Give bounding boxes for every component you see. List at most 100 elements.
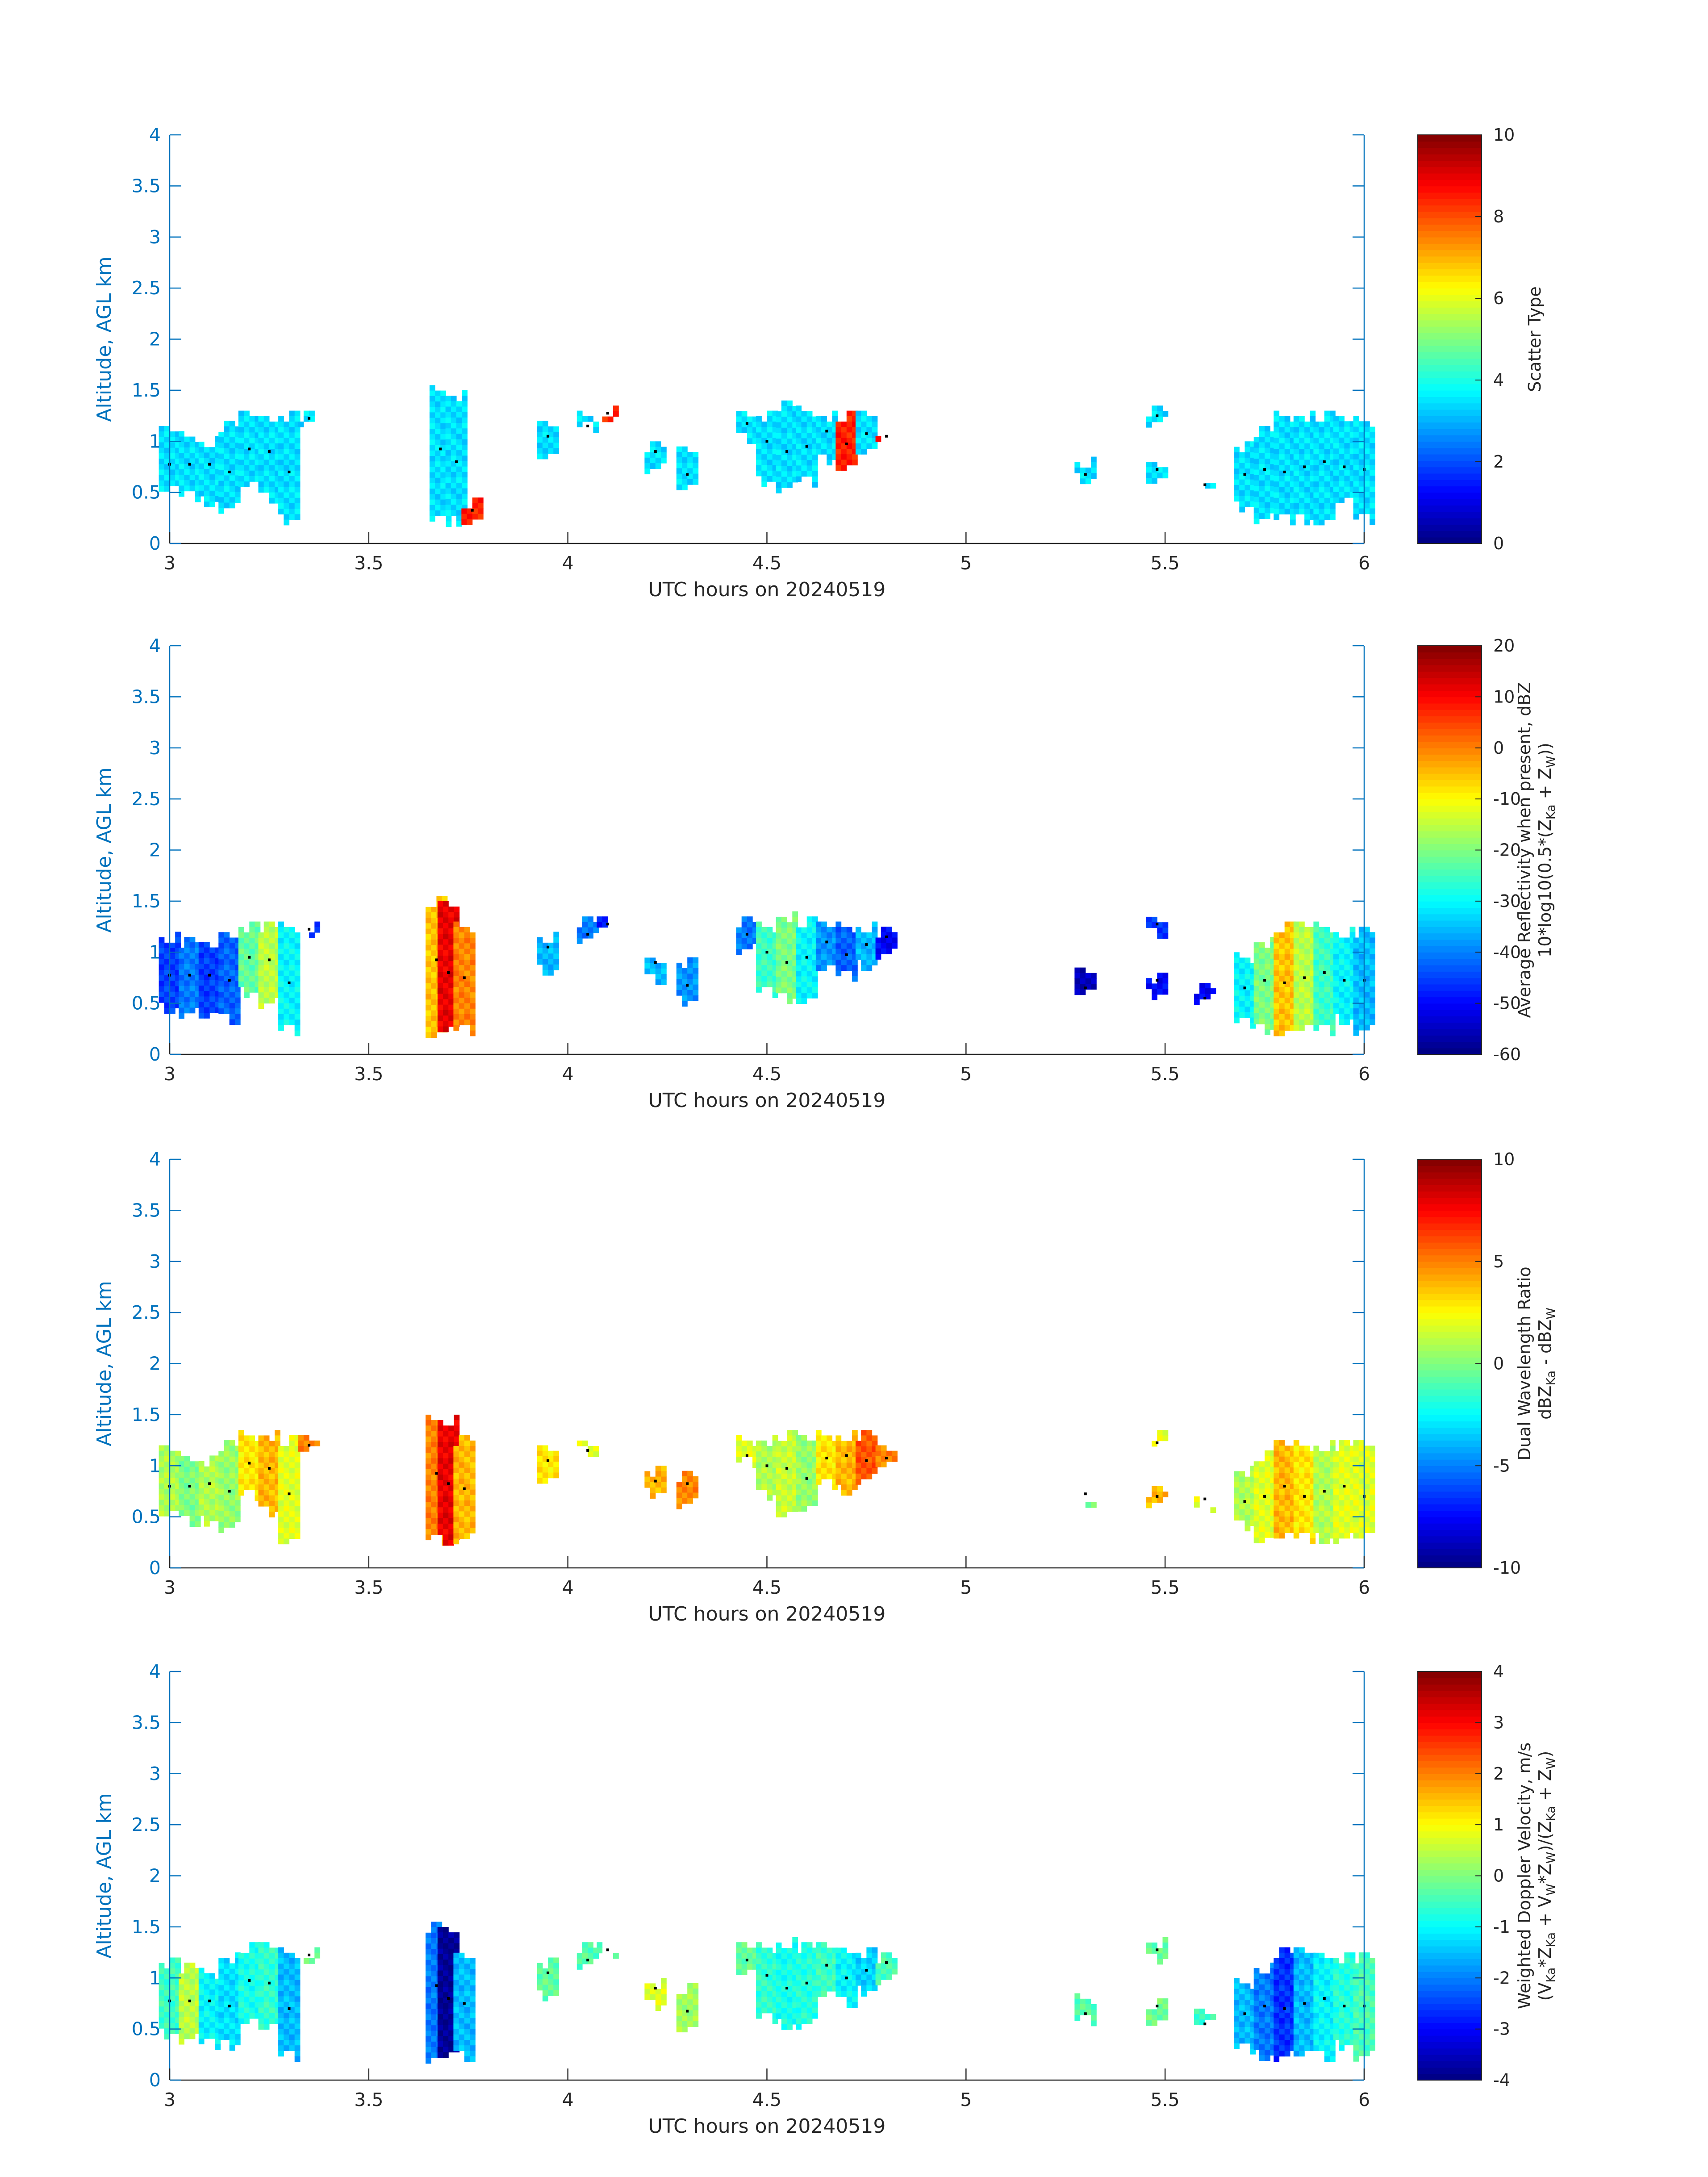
data-cell <box>827 427 833 433</box>
data-cell <box>796 1473 802 1479</box>
data-cell <box>1157 1430 1163 1436</box>
data-cell <box>1253 497 1260 503</box>
data-cell <box>451 401 457 407</box>
data-cell <box>1293 416 1299 422</box>
data-cell <box>1319 503 1325 509</box>
data-cell <box>229 997 235 1003</box>
data-cell <box>1333 1516 1339 1522</box>
data-cell <box>238 960 244 965</box>
data-cell <box>1344 1008 1350 1014</box>
colorbar-segment <box>1418 856 1482 863</box>
data-cell <box>443 961 449 967</box>
marker-dot <box>435 1472 438 1475</box>
y-tick-label: 1.5 <box>132 380 161 401</box>
data-cell <box>453 1479 459 1484</box>
data-cell <box>1274 481 1280 487</box>
data-cell <box>289 438 295 444</box>
data-cell <box>1353 1511 1359 1517</box>
x-tick-label: 5.5 <box>1151 1063 1180 1085</box>
data-cell <box>229 981 235 987</box>
data-cell <box>767 1467 773 1474</box>
data-cell <box>294 938 301 944</box>
data-cell <box>289 427 295 433</box>
marker-dot <box>1283 981 1286 984</box>
data-cell <box>204 964 210 969</box>
data-cell <box>431 923 437 929</box>
data-cell <box>776 944 782 950</box>
data-cell <box>1146 1502 1152 1508</box>
data-cell <box>781 1446 787 1452</box>
data-cell <box>470 932 476 938</box>
colorbar-segment <box>1418 741 1482 748</box>
data-cell <box>1319 976 1325 982</box>
data-cell <box>238 970 244 977</box>
data-cell <box>736 938 742 944</box>
data-cell <box>676 446 682 452</box>
data-cell <box>801 998 807 1004</box>
data-cell <box>1364 970 1370 976</box>
y-tick-label: 0 <box>149 1557 161 1579</box>
data-cell <box>1304 492 1310 498</box>
data-cell <box>218 1003 225 1009</box>
data-cell <box>1364 1446 1370 1452</box>
data-cell <box>294 487 301 493</box>
data-cell <box>1265 1526 1270 1533</box>
data-cell <box>431 999 437 1005</box>
data-cell <box>806 960 813 966</box>
data-cell <box>189 1499 196 1505</box>
data-cell <box>464 1014 470 1020</box>
data-cell <box>294 932 301 938</box>
data-cell <box>451 488 457 494</box>
data-cell <box>289 443 295 449</box>
marker-dot <box>686 1482 689 1485</box>
data-cell <box>1313 1446 1320 1452</box>
data-cell <box>796 944 802 949</box>
data-cell <box>1284 1522 1290 1528</box>
data-cell <box>234 1495 241 1500</box>
data-cell <box>435 461 441 467</box>
data-cell <box>767 965 773 971</box>
data-cell <box>1344 486 1350 493</box>
data-cell <box>1344 997 1350 1003</box>
data-cell <box>184 436 190 443</box>
data-cell <box>1319 1003 1325 1009</box>
data-cell <box>464 1522 470 1528</box>
data-cell <box>164 1494 170 1500</box>
data-cell <box>1146 462 1152 468</box>
data-cell <box>892 1456 898 1462</box>
colorbar-segment <box>1418 1191 1482 1198</box>
data-cell <box>796 998 802 1004</box>
data-cell <box>437 1026 443 1032</box>
data-cell <box>1299 921 1305 928</box>
data-cell <box>278 1020 284 1025</box>
data-cell <box>655 963 661 969</box>
colorbar-segment <box>1418 767 1482 774</box>
data-cell <box>258 954 264 960</box>
data-cell <box>258 938 264 944</box>
data-cell <box>841 960 847 965</box>
data-cell <box>278 487 284 493</box>
data-cell <box>440 456 447 462</box>
data-cell <box>1358 981 1365 987</box>
data-cell <box>284 487 290 493</box>
data-cell <box>687 451 693 458</box>
data-cell <box>269 438 275 444</box>
data-cell <box>258 476 264 482</box>
data-cell <box>453 1020 459 1025</box>
data-cell <box>1259 964 1265 970</box>
data-cell <box>886 932 892 938</box>
data-cell <box>234 1511 241 1517</box>
data-cell <box>866 422 873 427</box>
data-cell <box>1152 916 1157 923</box>
data-cell <box>1293 987 1299 993</box>
data-cell <box>1353 986 1359 993</box>
data-cell <box>1234 1001 1240 1007</box>
data-cell <box>1293 1516 1299 1522</box>
data-cell <box>846 438 852 444</box>
data-cell <box>294 1020 301 1025</box>
data-cell <box>294 976 301 982</box>
marker-dot <box>845 1454 848 1457</box>
data-cell <box>431 940 437 945</box>
data-cell <box>741 927 748 933</box>
colorbar-segment <box>1418 1376 1482 1383</box>
